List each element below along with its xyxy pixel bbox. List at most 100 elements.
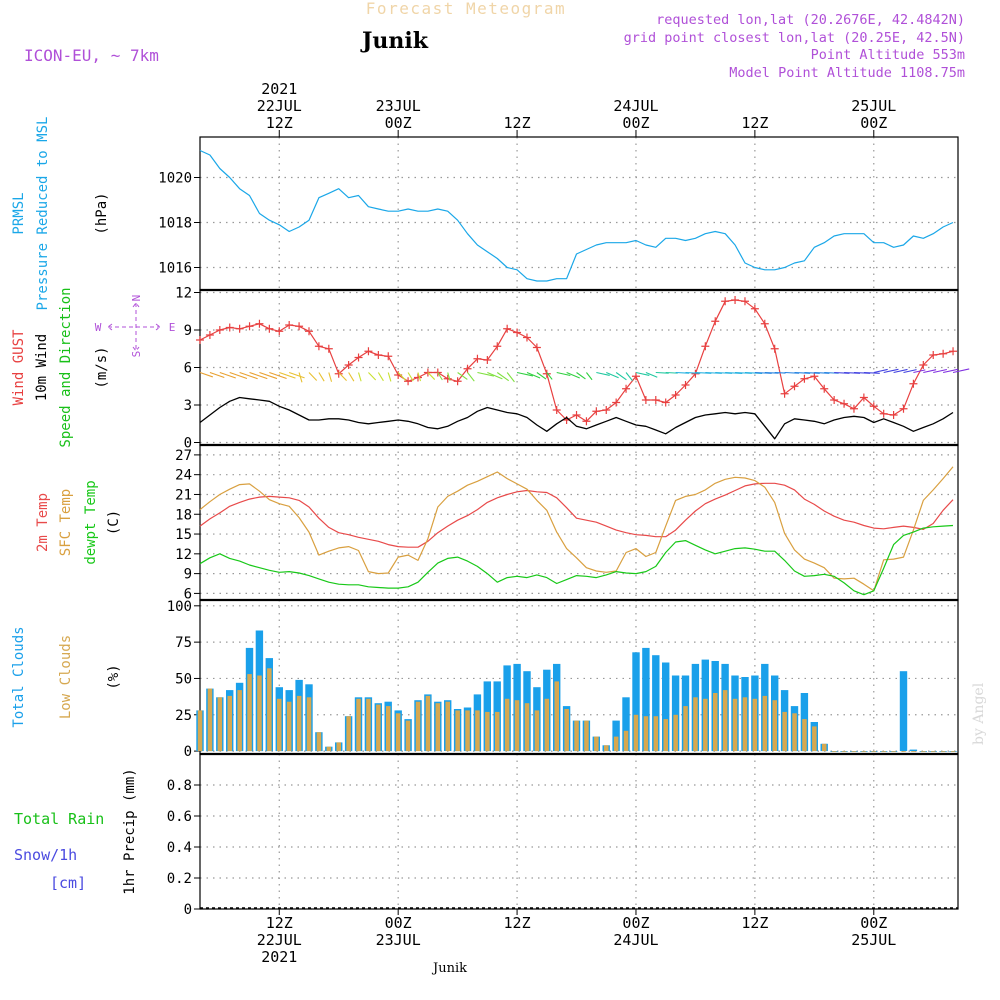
low-cloud-bar <box>752 698 758 752</box>
x-tick-label: 00Z <box>860 914 887 932</box>
low-cloud-bar <box>841 751 847 752</box>
low-cloud-bar <box>237 690 242 752</box>
snow-label: Snow/1h <box>14 846 77 864</box>
wind-direction-arrows <box>199 368 970 383</box>
wind-arrow <box>487 371 503 380</box>
y-tick-label: 75 <box>175 635 192 651</box>
wind-arrow <box>526 371 541 379</box>
low-cloud-bar <box>921 751 926 752</box>
gust-marker <box>820 384 829 393</box>
gust-marker <box>205 331 214 339</box>
panel-label: dewpt Temp <box>83 480 99 564</box>
gust-marker <box>275 327 284 336</box>
low-cloud-bar <box>326 746 332 752</box>
gust-marker <box>374 351 383 359</box>
x-tick-label: 23JUL <box>376 931 421 949</box>
gust-marker <box>354 353 363 362</box>
low-cloud-bar <box>703 698 708 752</box>
t2m-line <box>199 482 954 548</box>
y-tick-label: 0.8 <box>167 778 192 794</box>
y-tick-label: 25 <box>175 708 192 724</box>
gust-line <box>199 299 954 422</box>
wind-speed-line <box>199 396 954 440</box>
gust-marker <box>939 349 948 358</box>
gust-marker <box>602 406 611 414</box>
x-tick-label: 12Z <box>741 114 768 132</box>
low-cloud-bar <box>425 695 431 752</box>
gust-marker <box>899 404 908 413</box>
y-tick-label: 0.6 <box>167 809 192 825</box>
wind-arrow <box>229 371 248 379</box>
low-cloud-bar <box>564 709 569 752</box>
low-cloud-bar <box>485 711 490 752</box>
model-altitude: Model Point Altitude 1108.75m <box>729 65 965 81</box>
wind-arrow <box>447 372 451 381</box>
total-cloud-bar <box>622 697 630 752</box>
low-cloud-bar <box>395 713 401 752</box>
y-tick-label: 9 <box>184 323 192 339</box>
gust-marker <box>196 336 204 344</box>
low-cloud-bar <box>613 736 619 752</box>
gust-marker <box>869 402 878 411</box>
gust-marker <box>840 399 849 408</box>
gust-marker <box>473 354 482 363</box>
low-cloud-bar <box>851 751 857 752</box>
y-tick-label: 1020 <box>158 171 192 187</box>
gust-marker <box>285 321 294 329</box>
wind-arrow <box>606 371 619 379</box>
low-cloud-bar <box>802 719 807 752</box>
gust-marker <box>810 372 819 381</box>
low-cloud-bar <box>881 751 886 752</box>
gust-marker <box>889 411 898 419</box>
panel-label: Low Clouds <box>58 635 74 719</box>
x-tick-label: 22JUL <box>257 931 302 949</box>
gust-marker <box>800 374 809 383</box>
y-tick-label: 12 <box>175 286 192 302</box>
wind-arrow <box>863 371 880 374</box>
total-cloud-bar <box>899 671 908 752</box>
gust-marker <box>919 361 928 369</box>
wind-arrow <box>298 372 303 383</box>
x-tick-label: 12Z <box>504 114 531 132</box>
low-cloud-bar <box>356 698 361 752</box>
low-cloud-bar <box>465 710 470 752</box>
low-cloud-bar <box>940 751 946 752</box>
gust-marker <box>513 328 522 337</box>
gust-marker <box>404 377 413 386</box>
low-cloud-bar <box>247 674 252 752</box>
sfc-temp-line <box>199 466 954 592</box>
y-tick-label: 0 <box>184 902 192 918</box>
low-cloud-bar <box>633 714 639 752</box>
wind-arrow <box>358 372 362 382</box>
low-cloud-bar <box>643 716 649 752</box>
wind-arrow <box>546 372 553 380</box>
y-tick-label: 1016 <box>158 261 192 277</box>
gust-marker <box>413 373 422 382</box>
total-cloud-bar <box>612 720 620 752</box>
wind-arrow <box>417 372 422 382</box>
low-cloud-bar <box>504 698 510 752</box>
low-cloud-bar <box>514 700 520 751</box>
compass-arrows <box>107 302 161 352</box>
wind-arrow <box>506 372 515 383</box>
x-tick-label: 00Z <box>622 914 649 932</box>
low-cloud-bar <box>861 751 867 752</box>
y-tick-label: 6 <box>184 361 192 377</box>
y-tick-label: 100 <box>167 599 192 615</box>
gust-marker <box>334 369 343 378</box>
total-cloud-bar <box>671 675 680 751</box>
gust-marker <box>830 396 839 404</box>
requested-coords: requested lon,lat (20.2676E, 42.4842N) <box>656 12 965 28</box>
x-tick-label: 12Z <box>504 914 531 932</box>
panel-label: (m/s) <box>94 346 110 388</box>
gust-marker <box>384 352 393 361</box>
panel-label: SFC Temp <box>58 489 74 556</box>
wind-arrow <box>774 371 786 374</box>
compass-s: S <box>130 351 143 358</box>
footer-location: Junik <box>431 961 467 976</box>
model-label: ICON-EU, ~ 7km <box>24 46 159 65</box>
gust-marker <box>949 347 958 356</box>
wind-arrow <box>943 368 959 374</box>
gust-marker <box>612 398 621 407</box>
low-cloud-bar <box>732 698 738 752</box>
